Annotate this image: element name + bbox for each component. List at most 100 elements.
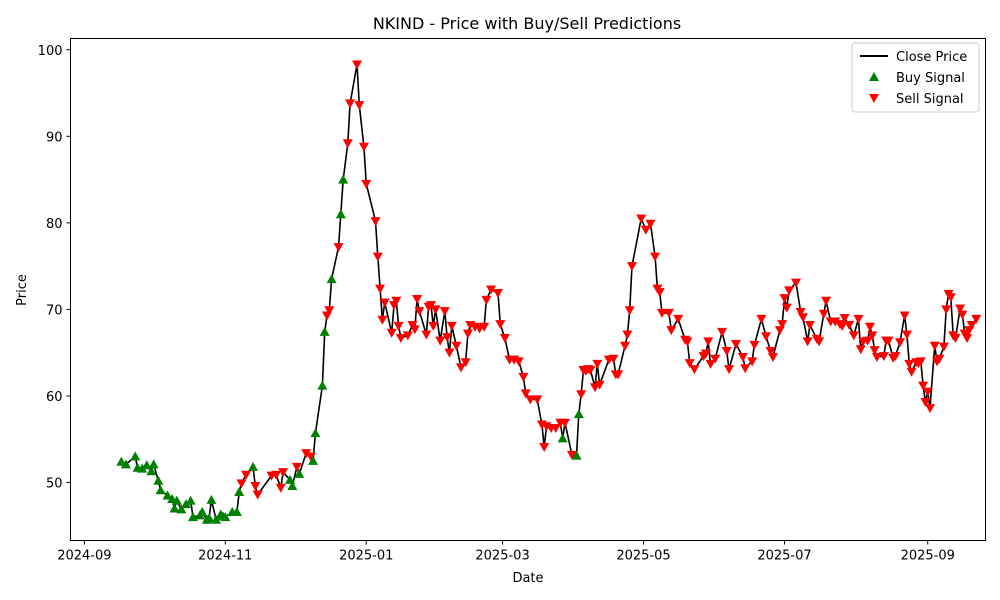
sell-signal-marker	[550, 423, 561, 433]
sell-signal-marker	[740, 364, 751, 374]
buy-signal-marker	[571, 450, 582, 460]
sell-signal-marker	[791, 278, 802, 288]
buy-signal-marker	[181, 499, 192, 509]
sell-signal-marker	[301, 449, 312, 459]
sell-signal-marker	[532, 395, 543, 405]
x-tick-label: 2025-07	[757, 549, 811, 564]
sell-signal-marker	[878, 352, 889, 362]
sell-signal-marker	[395, 333, 406, 343]
x-tick-label: 2025-03	[475, 549, 529, 564]
sell-signal-marker	[439, 307, 450, 317]
y-tick-label: 70	[46, 303, 63, 318]
sell-signal-marker	[645, 219, 656, 229]
sell-signal-marker	[657, 308, 668, 318]
sell-signal-marker	[236, 479, 247, 489]
sell-signal-marker	[252, 490, 263, 500]
sell-signal-marker	[818, 309, 829, 319]
sell-signal-marker	[386, 328, 397, 338]
sell-signal-marker	[409, 325, 420, 335]
sell-signal-marker	[370, 217, 381, 227]
sell-signal-marker	[451, 341, 462, 351]
sell-signal-marker	[377, 315, 388, 325]
sell-signal-marker	[844, 320, 855, 330]
buy-signal-marker	[326, 274, 337, 284]
sell-signal-marker	[784, 286, 795, 296]
sell-signal-marker	[495, 320, 506, 330]
buy-signal-marker	[220, 512, 231, 522]
sell-signal-marker	[358, 142, 369, 152]
sell-signal-marker	[428, 321, 439, 331]
sell-signal-marker	[271, 470, 282, 480]
sell-signal-marker	[479, 322, 490, 332]
sell-signal-marker	[871, 353, 882, 363]
sell-signal-marker	[767, 353, 778, 363]
buy-signal-marker	[169, 503, 180, 513]
buy-signal-marker	[294, 468, 305, 478]
sell-signal-marker	[779, 294, 790, 304]
sell-signal-marker	[539, 443, 550, 453]
sell-signal-marker	[705, 359, 716, 369]
sell-signal-marker	[566, 450, 577, 460]
sell-signal-marker	[291, 462, 302, 472]
sell-signal-marker	[640, 225, 651, 235]
sell-signal-marker	[455, 363, 466, 373]
buy-signal-marker	[171, 495, 182, 505]
buy-signal-marker	[557, 433, 568, 443]
sell-signal-marker	[853, 314, 864, 324]
buy-signal-marker	[148, 459, 159, 469]
sell-signal-marker	[717, 327, 728, 337]
sell-signal-marker	[689, 365, 700, 375]
y-tick-label: 60	[46, 390, 63, 405]
buy-signal-marker	[120, 459, 131, 469]
sell-signal-marker	[608, 354, 619, 364]
sell-signal-marker	[525, 395, 536, 405]
sell-signal-marker	[481, 295, 492, 305]
sell-signal-marker	[899, 311, 910, 321]
sell-signal-marker	[950, 333, 961, 343]
sell-signal-marker	[624, 306, 635, 316]
sell-signal-marker	[938, 342, 949, 352]
x-tick-label: 2025-05	[616, 549, 670, 564]
buy-signal-marker	[130, 451, 141, 461]
buy-signal-marker	[317, 380, 328, 390]
sell-signal-marker	[592, 359, 603, 369]
buy-signal-marker	[319, 326, 330, 336]
sell-signal-marker	[747, 357, 758, 367]
sell-signal-marker	[518, 372, 529, 382]
sell-signal-marker	[962, 333, 973, 343]
sell-signal-marker	[673, 314, 684, 324]
y-tick-label: 50	[46, 477, 63, 492]
sell-signal-marker	[444, 348, 455, 358]
sell-signal-marker	[513, 357, 524, 367]
buy-signal-marker	[185, 495, 196, 505]
sell-signal-marker	[241, 470, 252, 480]
legend-close-label: Close Price	[896, 50, 967, 65]
x-tick-label: 2025-01	[339, 549, 393, 564]
plot-frame	[70, 38, 986, 541]
legend-sell-marker	[869, 94, 879, 103]
sell-signal-marker	[626, 262, 637, 272]
sell-signal-marker	[435, 336, 446, 346]
sell-signal-marker	[650, 252, 661, 262]
sell-signal-marker	[576, 390, 587, 400]
sell-signal-marker	[486, 285, 497, 295]
buy-signal-marker	[231, 506, 242, 516]
buy-signal-marker	[287, 480, 298, 490]
sell-signal-marker	[777, 320, 788, 330]
sell-signal-marker	[867, 331, 878, 341]
y-axis-title: Price	[15, 274, 30, 306]
buy-signal-marker	[153, 475, 164, 485]
sell-signal-marker	[333, 243, 344, 253]
axes: 2024-09 2024-11 2025-01 2025-03 2025-05 2025-…	[38, 44, 955, 564]
sell-signal-marker	[904, 359, 915, 369]
buy-signal-marker	[310, 428, 321, 438]
sell-signal-marker	[622, 330, 633, 340]
sell-signal-marker	[781, 303, 792, 313]
buy-signal-marker	[234, 487, 245, 497]
x-tick-label: 2024-09	[57, 549, 111, 564]
buy-signal-marker	[176, 504, 187, 514]
buy-signal-marker	[335, 209, 346, 219]
buy-signal-marker	[146, 466, 157, 476]
x-axis-title: Date	[512, 571, 543, 586]
sell-signal-marker	[684, 359, 695, 369]
